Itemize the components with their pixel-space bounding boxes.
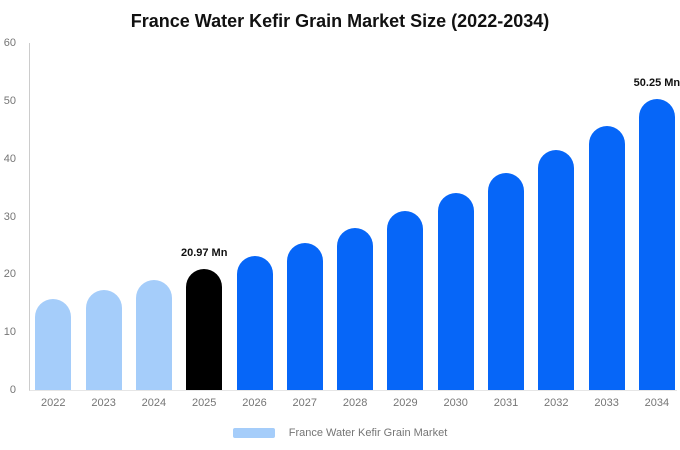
bar-2032[interactable] bbox=[538, 150, 575, 390]
bar-2028[interactable] bbox=[337, 227, 374, 390]
x-axis-tick-label: 2027 bbox=[292, 397, 318, 409]
y-axis-tick-label: 50 bbox=[3, 94, 16, 107]
legend-label: France Water Kefir Grain Market bbox=[288, 427, 448, 439]
bar-2026[interactable] bbox=[236, 256, 273, 390]
y-axis-tick-label: 30 bbox=[3, 210, 16, 223]
bar-2024[interactable] bbox=[135, 279, 172, 390]
x-axis-tick-label: 2030 bbox=[443, 397, 468, 409]
plot-area: 2022 2023 2024 2025 2026 2027 2028 2029 2030 2031… bbox=[29, 43, 680, 409]
x-axis-tick-label: 2025 bbox=[191, 397, 217, 409]
bar-2029[interactable] bbox=[387, 211, 424, 390]
x-axis-tick-label: 2028 bbox=[342, 397, 368, 409]
bar-2023[interactable] bbox=[85, 290, 122, 390]
chart-title: France Water Kefir Grain Market Size (20… bbox=[130, 11, 550, 31]
y-axis-tick-label: 20 bbox=[3, 268, 16, 281]
x-axis-tick-label: 2023 bbox=[91, 397, 116, 409]
x-axis-tick-label: 2024 bbox=[141, 397, 167, 409]
x-axis-tick-label: 2031 bbox=[493, 397, 519, 409]
x-axis-tick-label: 2022 bbox=[41, 397, 66, 409]
y-axis-tick-label: 40 bbox=[3, 152, 16, 165]
legend[interactable]: France Water Kefir Grain Market bbox=[0, 426, 680, 440]
x-axis-tick-label: 2026 bbox=[242, 397, 267, 409]
bar-value-label-2034: 50.25 Mn bbox=[633, 77, 680, 90]
bar-2025[interactable] bbox=[186, 268, 223, 390]
bar-2034[interactable] bbox=[638, 99, 675, 390]
legend-swatch bbox=[232, 428, 275, 438]
bar-2022[interactable] bbox=[35, 299, 72, 390]
x-axis-tick-label: 2034 bbox=[644, 397, 670, 409]
x-axis-tick-label: 2032 bbox=[544, 397, 569, 409]
bar-2031[interactable] bbox=[488, 172, 524, 390]
x-axis-tick-label: 2033 bbox=[594, 397, 619, 409]
bar-value-label-2025: 20.97 Mn bbox=[180, 246, 228, 259]
bar-2027[interactable] bbox=[286, 242, 323, 390]
y-axis-tick-label: 0 bbox=[9, 384, 16, 396]
y-axis-tick-label: 60 bbox=[3, 37, 16, 49]
bar-2030[interactable] bbox=[437, 192, 474, 390]
y-axis-tick-label: 10 bbox=[3, 326, 16, 339]
bar-2033[interactable] bbox=[588, 126, 625, 390]
x-axis-tick-label: 2029 bbox=[393, 397, 418, 409]
